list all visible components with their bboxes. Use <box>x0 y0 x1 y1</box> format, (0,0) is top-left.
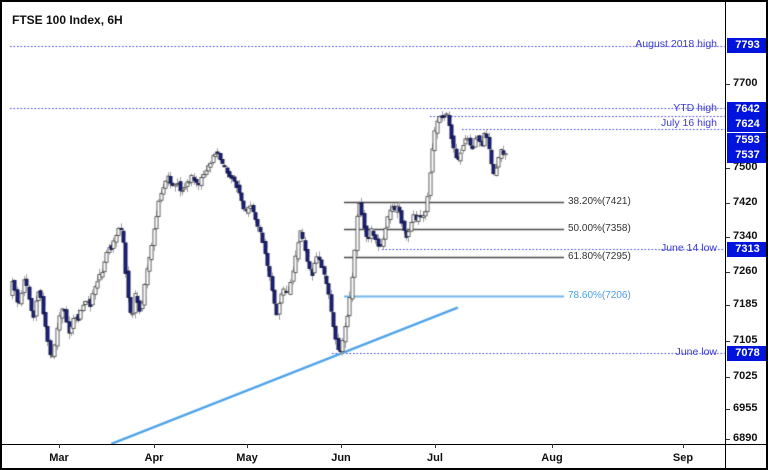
x-axis-month-label: Jul <box>427 452 443 464</box>
price-level-badge: 7078 <box>727 346 766 361</box>
x-axis-tick <box>247 444 248 448</box>
y-axis-tick-label: 7185 <box>733 298 758 310</box>
y-axis-tick <box>726 237 730 238</box>
fib-level-label: 61.80%(7295) <box>568 251 631 262</box>
chart-title: FTSE 100 Index, 6H <box>12 12 127 28</box>
y-axis-tick <box>726 439 730 440</box>
y-axis-tick-label: 7500 <box>733 161 758 173</box>
x-axis-month-label: Sep <box>672 452 694 464</box>
y-axis-tick <box>726 305 730 306</box>
y-axis-tick-label: 7025 <box>733 370 758 382</box>
level-annotation-label: June 14 low <box>660 242 717 254</box>
x-axis-tick <box>683 444 684 448</box>
fib-level-label: 38.20%(7421) <box>568 196 631 207</box>
y-axis-tick <box>726 377 730 378</box>
x-axis-tick <box>435 444 436 448</box>
price-level-badge: 7793 <box>727 38 766 53</box>
level-annotation-label: August 2018 high <box>635 38 717 50</box>
y-axis-tick-label: 7260 <box>733 265 758 277</box>
x-axis-tick <box>154 444 155 448</box>
y-axis-tick <box>726 84 730 85</box>
y-axis-tick <box>726 272 730 273</box>
price-level-badge: 7313 <box>727 242 766 257</box>
level-annotation-label: June low <box>675 346 717 358</box>
x-axis-tick <box>341 444 342 448</box>
x-axis-month-label: Jun <box>331 452 351 464</box>
y-axis-tick <box>726 168 730 169</box>
y-axis-tick-label: 6890 <box>733 432 758 444</box>
y-axis-tick <box>726 409 730 410</box>
fib-level-label: 50.00%(7358) <box>568 223 631 234</box>
fib-level-label: 78.60%(7206) <box>568 290 631 301</box>
price-level-badge: 7624 <box>727 117 766 132</box>
x-axis-tick <box>552 444 553 448</box>
price-level-badge: 7642 <box>727 102 766 117</box>
x-axis-month-label: Mar <box>49 452 69 464</box>
price-level-badge: 7593 <box>727 133 766 148</box>
y-axis-tick-label: 7340 <box>733 230 758 242</box>
y-axis-tick <box>726 341 730 342</box>
x-axis-month-label: Apr <box>144 452 164 464</box>
level-annotation-label: July 16 high <box>660 117 717 129</box>
price-axis-separator <box>725 2 726 468</box>
y-axis-tick-label: 7105 <box>733 334 758 346</box>
y-axis-tick-label: 7420 <box>733 196 758 208</box>
y-axis-tick-label: 6955 <box>733 402 758 414</box>
time-axis-separator <box>2 444 766 445</box>
price-level-badge: 7537 <box>727 148 766 163</box>
x-axis-tick <box>59 444 60 448</box>
level-annotation-label: YTD high <box>673 102 717 114</box>
y-axis-tick <box>726 203 730 204</box>
x-axis-month-label: Aug <box>541 452 563 464</box>
x-axis-month-label: May <box>236 452 258 464</box>
y-axis-tick-label: 7700 <box>733 77 758 89</box>
